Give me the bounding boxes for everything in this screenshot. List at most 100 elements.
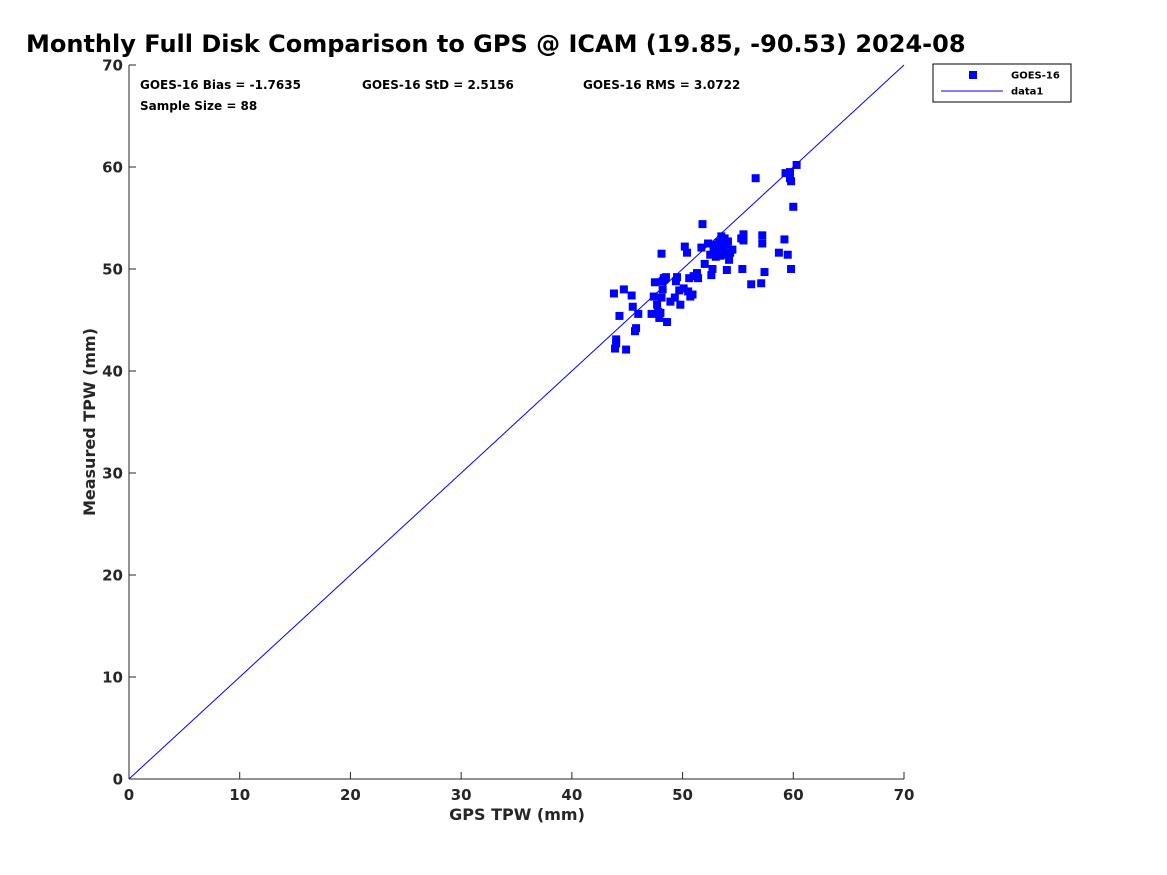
goes16-point [704,239,713,248]
goes16-point [647,309,656,318]
goes16-point [712,247,721,256]
data1-line [128,64,905,780]
goes16-point [650,278,659,287]
legend: GOES-16 data1 [932,63,1072,103]
goes16-point [685,274,694,283]
goes16-point [663,318,672,327]
goes16-point [612,335,621,344]
series-data1-line [128,64,905,780]
goes16-point [774,248,783,257]
goes16-point [627,291,636,300]
goes16-point [632,324,641,333]
x-tick-label: 40 [561,786,582,804]
goes16-point [692,269,701,278]
goes16-point [670,293,679,302]
goes16-point [684,287,693,296]
y-tick-label: 30 [102,465,123,483]
y-tick-label: 50 [102,261,123,279]
goes16-point [737,234,746,243]
goes16-point [747,280,756,289]
goes16-point [634,309,643,318]
y-axis-label: Measured TPW (mm) [80,328,99,516]
x-tick-label: 20 [340,786,361,804]
goes16-point [722,266,731,275]
goes16-point [707,271,716,280]
x-tick-label: 60 [783,786,804,804]
goes16-point [780,235,789,244]
legend-box [932,63,1072,103]
goes16-point [728,245,737,254]
goes16-point [611,344,620,353]
goes16-point [708,265,717,273]
legend-label-goes16: GOES-16 [1011,71,1060,82]
annotation-rms: GOES-16 RMS = 3.0722 [583,78,740,92]
x-tick-label: 70 [894,786,915,804]
goes16-point [615,311,624,320]
goes16-point [619,285,628,294]
goes16-point [760,268,769,277]
goes16-point [789,202,798,211]
goes16-point [660,275,669,284]
goes16-point [714,243,722,252]
goes16-point [719,244,728,253]
goes16-point [792,160,801,169]
goes16-point [679,284,688,293]
legend-marker-goes16 [969,71,977,79]
chart-title: Monthly Full Disk Comparison to GPS @ IC… [26,30,966,58]
goes16-point [694,274,703,283]
series-goes16-points [609,160,801,354]
annotation-bias: GOES-16 Bias = -1.7635 [140,78,301,92]
goes16-point [787,177,796,186]
goes16-point [783,250,792,259]
legend-label-data1: data1 [1011,87,1043,98]
goes16-point [698,220,707,229]
goes16-point [723,237,732,246]
y-tick-label: 40 [102,363,123,381]
goes16-point [655,313,664,322]
goes16-point [609,289,618,298]
goes16-point [718,248,727,257]
goes16-point [706,250,715,259]
goes16-point [725,255,734,264]
goes16-point [711,252,720,261]
goes16-point [688,290,697,299]
y-tick-label: 10 [102,669,123,687]
y-tick-label: 70 [102,57,123,75]
goes16-point [676,300,685,309]
goes16-point [787,265,796,273]
goes16-point [700,259,709,268]
goes16-point [653,300,662,309]
goes16-point [666,297,675,306]
goes16-point [683,248,691,257]
goes16-point [751,174,760,183]
x-tick-label: 10 [229,786,250,804]
annotation-std: GOES-16 StD = 2.5156 [362,78,514,92]
goes16-point [656,308,665,317]
x-tick-label: 30 [451,786,472,804]
goes16-point [622,345,631,354]
y-axis-ticks: 0 10 20 30 40 50 60 70 [102,57,136,789]
y-tick-label: 60 [102,159,123,177]
goes16-point [758,239,767,248]
goes16-point [781,169,790,178]
x-tick-label: 0 [124,786,134,804]
goes16-point [680,242,689,251]
y-tick-label: 0 [113,771,123,789]
goes16-point [657,293,666,302]
goes16-point [671,277,680,286]
goes16-point [657,249,666,258]
goes16-point [649,292,658,301]
x-tick-label: 50 [672,786,693,804]
goes16-point [739,230,748,239]
x-axis-label: GPS TPW (mm) [449,805,585,824]
goes16-point [628,302,637,311]
goes16-point [658,285,667,294]
goes16-point [675,286,684,295]
goes16-point [715,238,724,247]
goes16-point [758,231,767,240]
goes16-point [612,339,621,348]
axes [128,65,904,780]
y-tick-label: 20 [102,567,123,585]
goes16-point [697,243,706,252]
